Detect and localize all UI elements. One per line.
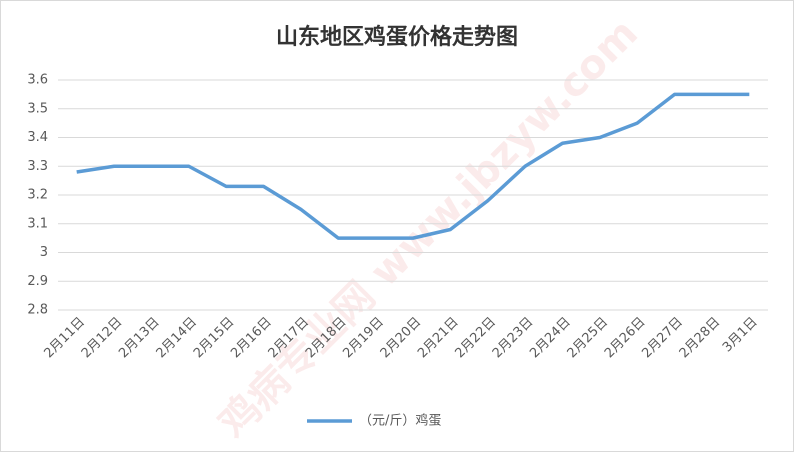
y-tick-label: 3.4: [27, 130, 48, 145]
chart-title: 山东地区鸡蛋价格走势图: [276, 24, 518, 50]
y-tick-label: 3.2: [27, 188, 48, 203]
y-tick-label: 3: [40, 245, 48, 260]
y-tick-label: 3.6: [27, 73, 48, 88]
y-tick-label: 3.1: [27, 216, 48, 231]
legend-label: （元/斤）鸡蛋: [359, 413, 441, 429]
y-tick-label: 2.8: [27, 303, 48, 318]
line-series: [76, 92, 750, 240]
y-tick-label: 3.5: [27, 101, 48, 116]
y-tick-label: 2.9: [27, 274, 48, 289]
y-tick-label: 3.3: [27, 159, 48, 174]
